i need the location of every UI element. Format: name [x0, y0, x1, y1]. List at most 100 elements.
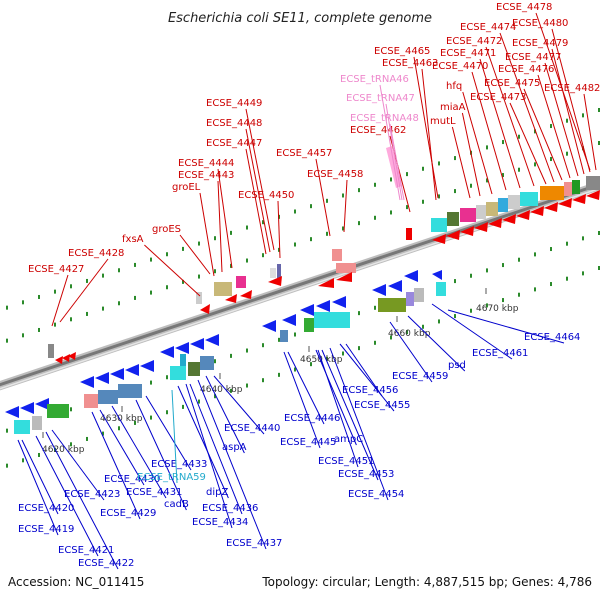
gene-label[interactable]: ECSE_tRNA46 — [340, 74, 409, 85]
grid-dots — [6, 108, 600, 468]
gene-label[interactable]: ECSE_4447 — [206, 138, 262, 149]
grid-dot — [6, 463, 8, 468]
grid-dot — [214, 269, 216, 274]
gene-label[interactable]: mutL — [430, 116, 456, 127]
grid-dot — [598, 141, 600, 146]
gene-label[interactable]: ECSE_4470 — [432, 61, 488, 72]
gene-label[interactable]: ECSE_4446 — [284, 413, 340, 424]
grid-dot — [566, 241, 568, 246]
gene-label[interactable]: ECSE_4434 — [192, 517, 248, 528]
label-leader-line — [287, 351, 325, 425]
grid-dot — [438, 319, 440, 324]
grid-dot — [102, 431, 104, 436]
grid-dot — [22, 333, 24, 338]
gene-label[interactable]: ECSE_4477 — [505, 52, 561, 63]
grid-dot — [518, 257, 520, 262]
gene-label[interactable]: ECSE_4428 — [68, 248, 124, 259]
grid-dot — [310, 237, 312, 242]
grid-dot — [518, 134, 520, 139]
gene-label[interactable]: ECSE_4437 — [226, 538, 282, 549]
gene-label[interactable]: ECSE_4476 — [498, 64, 554, 75]
grid-dot — [262, 220, 264, 225]
gene-label[interactable]: ECSE_4480 — [512, 18, 568, 29]
grid-dot — [54, 289, 56, 294]
label-leader-line — [144, 244, 201, 297]
tick-4640: 4640 kbp — [200, 385, 243, 395]
gene-label[interactable]: ECSE_4472 — [446, 36, 502, 47]
gene-label[interactable]: ECSE_tRNA48 — [350, 113, 419, 124]
gene-label[interactable]: dipZ — [206, 487, 228, 498]
label-leader-line — [179, 234, 211, 275]
label-leader-line — [245, 148, 267, 255]
gene-label[interactable]: ECSE_tRNA59 — [137, 472, 206, 483]
gene-label[interactable]: fxsA — [122, 234, 144, 245]
gene-label[interactable]: ECSE_4471 — [440, 48, 496, 59]
grid-dot — [118, 301, 120, 306]
label-leader-line — [177, 385, 229, 499]
gene-label[interactable]: ECSE_4449 — [206, 98, 262, 109]
gene-label[interactable]: ECSE_4478 — [496, 2, 552, 13]
grid-dot — [582, 271, 584, 276]
grid-dot — [198, 274, 200, 279]
label-leader-line — [51, 429, 105, 501]
gene-label[interactable]: ECSE_4473 — [470, 92, 526, 103]
gene-label[interactable]: ECSE_4462 — [350, 125, 406, 136]
gene-label[interactable]: ECSE_4445 — [280, 437, 336, 448]
gene-label[interactable]: ECSE_4461 — [472, 348, 528, 359]
gene-label[interactable]: ECSE_4463 — [382, 58, 438, 69]
label-leader-line — [245, 108, 275, 251]
gene-label[interactable]: ECSE_4450 — [238, 190, 294, 201]
grid-dot — [166, 252, 168, 257]
gene-label[interactable]: ECSE_4451 — [318, 456, 374, 467]
gene-label[interactable]: ECSE_4433 — [151, 459, 207, 470]
label-leader-line — [171, 389, 178, 484]
gene-label[interactable]: aspA — [222, 442, 247, 453]
gene-label[interactable]: cadB — [164, 499, 189, 510]
gene-label[interactable]: groEL — [172, 182, 201, 193]
gene-label[interactable]: ECSE_4440 — [224, 423, 280, 434]
gene-label[interactable]: ECSE_4464 — [524, 332, 580, 343]
gene-label[interactable]: ECSE_4444 — [178, 158, 234, 169]
tick-4670: 4670 kbp — [476, 304, 519, 314]
label-leader-line — [389, 123, 405, 201]
gene-label[interactable]: ECSE_4475 — [484, 78, 540, 89]
gene-label[interactable]: ECSE_4423 — [64, 489, 120, 500]
gene-label[interactable]: hfq — [446, 81, 462, 92]
gene-label[interactable]: ECSE_4456 — [342, 385, 398, 396]
tick-4660: 4660 kbp — [388, 329, 431, 339]
grid-dot — [262, 253, 264, 258]
gene-label[interactable]: ECSE_4431 — [126, 487, 182, 498]
gene-label[interactable]: ECSE_4457 — [276, 148, 332, 159]
gene-label[interactable]: ECSE_4443 — [178, 170, 234, 181]
label-leader-line — [51, 274, 69, 327]
gene-label[interactable]: ECSE_4422 — [78, 558, 134, 569]
gene-label[interactable]: ECSE_4436 — [202, 503, 258, 514]
gene-label[interactable]: ECSE_4448 — [206, 118, 262, 129]
gene-label[interactable]: ECSE_4453 — [338, 469, 394, 480]
gene-label[interactable]: ECSE_4419 — [18, 524, 74, 535]
gene-label[interactable]: ECSE_4420 — [18, 503, 74, 514]
grid-dot — [374, 182, 376, 187]
label-leader-line — [537, 74, 571, 179]
gene-label[interactable]: ECSE_4482 — [544, 83, 600, 94]
gene-label[interactable]: ECSE_4430 — [104, 474, 160, 485]
gene-label[interactable]: ECSE_4429 — [100, 508, 156, 519]
gene-label[interactable]: ECSE_4454 — [348, 489, 404, 500]
label-leader-line — [283, 351, 321, 449]
gene-label[interactable]: ECSE_4458 — [307, 169, 363, 180]
grid-dot — [534, 129, 536, 134]
gene-label[interactable]: psd — [448, 360, 466, 371]
gene-label[interactable]: ECSE_4421 — [58, 545, 114, 556]
gene-label[interactable]: ECSE_4455 — [354, 400, 410, 411]
gene-label[interactable]: ECSE_4474 — [460, 22, 516, 33]
gene-label[interactable]: ECSE_4459 — [392, 371, 448, 382]
gene-label[interactable]: ECSE_4465 — [374, 46, 430, 57]
grid-dot — [486, 303, 488, 308]
gene-label[interactable]: miaA — [440, 102, 466, 113]
grid-dot — [470, 273, 472, 278]
gene-label[interactable]: ECSE_4479 — [512, 38, 568, 49]
gene-label[interactable]: groES — [152, 224, 181, 235]
gene-label[interactable]: ECSE_tRNA47 — [346, 93, 415, 104]
gene-label[interactable]: ECSE_4427 — [28, 264, 84, 275]
